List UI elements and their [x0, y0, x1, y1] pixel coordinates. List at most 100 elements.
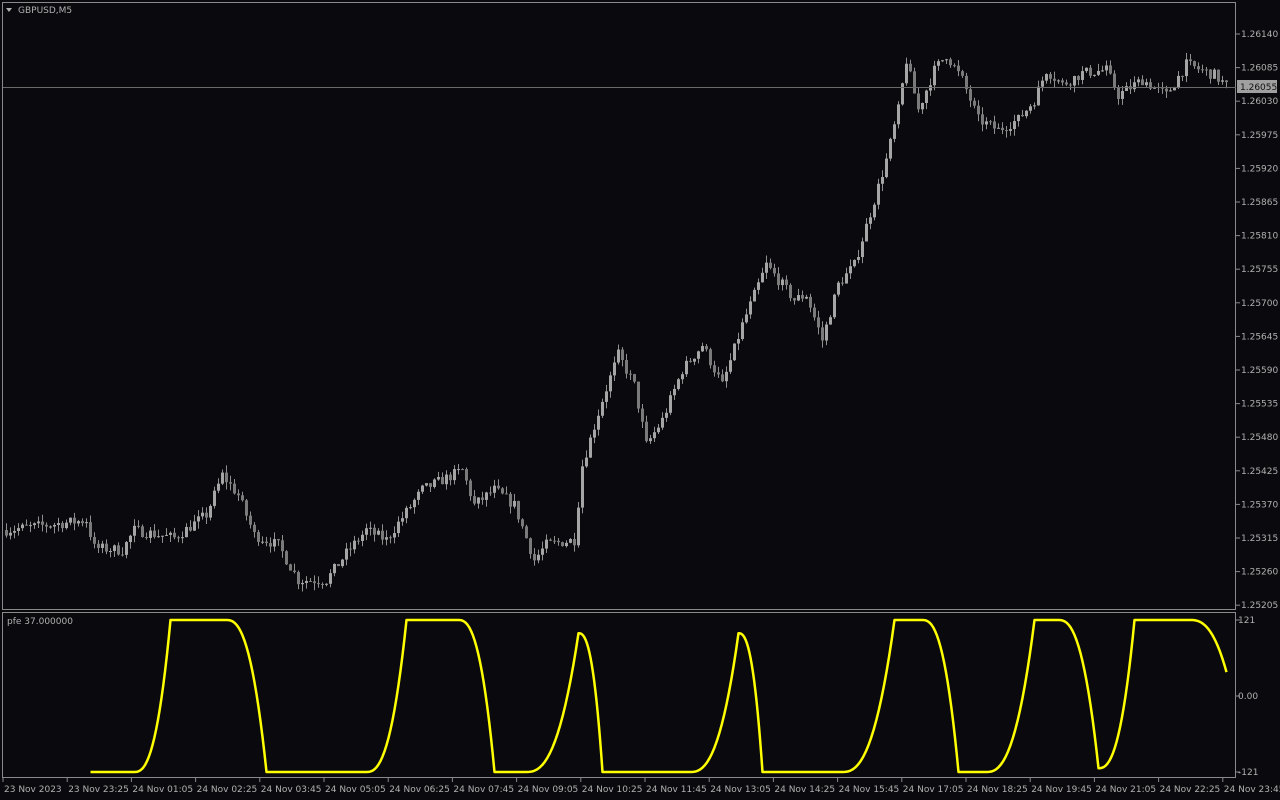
candle	[21, 522, 24, 531]
time-tick-label: 24 Nov 14:25	[774, 785, 835, 795]
candle	[957, 60, 960, 77]
candle	[857, 249, 860, 264]
candle	[85, 518, 88, 528]
candle	[933, 60, 936, 91]
candle	[1089, 65, 1092, 79]
candle	[125, 540, 128, 559]
price-tick-label: 1.25480	[1241, 433, 1278, 443]
candle	[633, 373, 636, 384]
indicator-title: pfe 37.000000	[7, 617, 73, 627]
candle	[1225, 80, 1228, 89]
candle	[781, 277, 784, 291]
candle	[117, 542, 120, 556]
candle	[793, 297, 796, 305]
pfe-line	[90, 618, 1228, 774]
candle	[765, 255, 768, 279]
candle	[209, 504, 212, 521]
candle	[349, 542, 352, 557]
candle	[241, 491, 244, 502]
candle	[129, 534, 132, 549]
candle	[649, 434, 652, 444]
price-tick-label: 1.26085	[1241, 64, 1278, 74]
candle	[345, 542, 348, 566]
candle	[1125, 82, 1128, 92]
candle	[9, 527, 12, 540]
candle	[17, 523, 20, 536]
candle	[413, 498, 416, 514]
candle	[869, 212, 872, 230]
candle	[477, 497, 480, 509]
price-tick-label: 1.25315	[1241, 534, 1278, 544]
candle	[641, 403, 644, 429]
candle	[1061, 78, 1064, 86]
time-tick-label: 24 Nov 05:05	[325, 785, 386, 795]
candle	[849, 259, 852, 279]
candle	[509, 492, 512, 514]
candle	[1077, 75, 1080, 86]
candle	[897, 101, 900, 129]
candle	[237, 489, 240, 501]
candle	[997, 123, 1000, 129]
candle	[525, 524, 528, 539]
price-tick-label: 1.25645	[1241, 332, 1278, 342]
candle	[1009, 122, 1012, 136]
price-panel-border	[2, 2, 1236, 610]
candle	[921, 102, 924, 114]
candle	[1137, 76, 1140, 87]
candle	[517, 500, 520, 523]
price-axis[interactable]: 1.26140 1.26085 1.26030 1.25975 1.25920 1.258…	[1236, 30, 1278, 611]
candle	[1053, 71, 1056, 88]
time-axis[interactable]: 23 Nov 2023 23 Nov 23:25 24 Nov 01:05 24 No…	[2, 778, 1280, 795]
candle	[965, 72, 968, 94]
candle	[53, 522, 56, 534]
candle	[441, 472, 444, 485]
candle	[629, 370, 632, 380]
candle	[321, 582, 324, 589]
price-tick-label: 1.25700	[1241, 299, 1278, 309]
candle	[429, 482, 432, 493]
candle	[605, 384, 608, 409]
time-tick-label: 24 Nov 09:05	[518, 785, 579, 795]
price-tick-label: 1.25260	[1241, 568, 1278, 578]
time-tick-label: 23 Nov 2023	[4, 785, 62, 795]
candle	[93, 532, 96, 549]
candle	[273, 532, 276, 552]
candle	[733, 343, 736, 361]
candle	[1145, 78, 1148, 88]
candle	[761, 267, 764, 283]
candle	[137, 520, 140, 529]
candle	[1101, 65, 1104, 72]
candle	[1025, 110, 1028, 119]
candle	[1033, 102, 1036, 110]
candle	[1013, 114, 1016, 136]
candle	[805, 294, 808, 300]
candle	[537, 549, 540, 564]
candle	[1021, 109, 1024, 117]
time-tick-label: 24 Nov 01:05	[132, 785, 193, 795]
candle	[105, 539, 108, 555]
candle	[377, 528, 380, 536]
candle	[721, 369, 724, 383]
candle	[561, 541, 564, 547]
candle	[1149, 78, 1152, 91]
triangle-down-icon[interactable]	[6, 8, 12, 12]
price-tick-label: 1.25920	[1241, 164, 1278, 174]
candle	[1113, 70, 1116, 91]
candle	[1073, 75, 1076, 93]
candle	[245, 499, 248, 521]
candle	[1121, 86, 1124, 105]
candle	[1201, 64, 1204, 74]
candle	[265, 536, 268, 547]
candle	[361, 530, 364, 547]
candle	[845, 267, 848, 284]
candle	[325, 583, 328, 587]
candle	[185, 523, 188, 538]
candle	[233, 478, 236, 495]
candle	[969, 85, 972, 108]
time-tick-label: 24 Nov 06:25	[389, 785, 450, 795]
candle	[473, 490, 476, 506]
candle	[501, 487, 504, 495]
candle	[145, 532, 148, 540]
candle	[1133, 76, 1136, 93]
